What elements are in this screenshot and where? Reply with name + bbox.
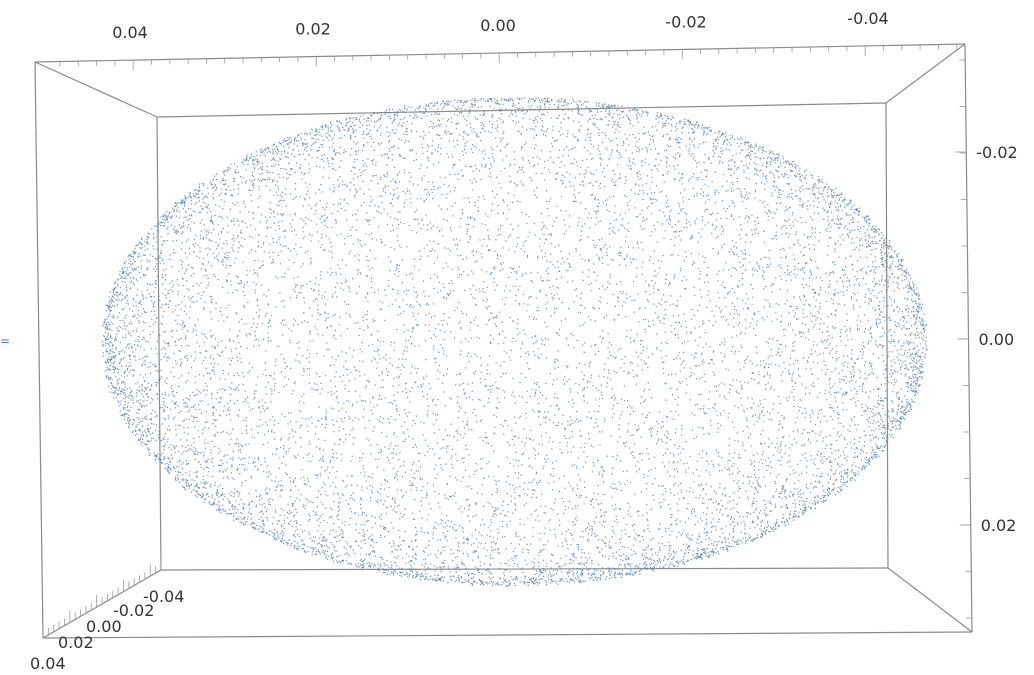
right-tick-label-2: 0.02 bbox=[981, 516, 1017, 535]
depth-tick-label-3: -0.02 bbox=[113, 601, 154, 620]
right-tick-label-1: 0.00 bbox=[979, 330, 1015, 349]
box-edge-front-left bbox=[34, 61, 44, 639]
depth-tick-label-1: 0.02 bbox=[58, 633, 94, 652]
box-edge-back-top bbox=[156, 102, 887, 118]
depth-tick-label-0: 0.04 bbox=[30, 654, 66, 673]
box-edge-front-bottom bbox=[42, 631, 973, 639]
box-edge-back-right bbox=[885, 102, 889, 569]
tick-labels: 0.04 0.02 0.00 -0.02 -0.04-0.020.000.020.040… bbox=[30, 9, 1018, 673]
box-edge-back-left bbox=[156, 116, 162, 571]
depth-tick-label-4: -0.04 bbox=[143, 587, 184, 606]
box-edge-front-right bbox=[964, 43, 973, 633]
bounding-box bbox=[34, 43, 973, 639]
top-tick-label-4: -0.04 bbox=[847, 9, 888, 28]
right-tick-label-0: -0.02 bbox=[976, 143, 1017, 162]
depth-tick-label-2: 0.00 bbox=[86, 617, 122, 636]
box-edge-front-top bbox=[34, 43, 966, 63]
axis-ticks bbox=[42, 44, 972, 638]
cell-marker: = bbox=[0, 334, 11, 348]
top-tick-label-0: 0.04 bbox=[112, 23, 148, 42]
box-edge-depth-tr bbox=[885, 43, 966, 104]
box-edge-depth-tl bbox=[34, 61, 158, 118]
box-edge-depth-br bbox=[887, 567, 973, 633]
point-cloud bbox=[101, 97, 928, 587]
box-edge-back-bottom bbox=[160, 567, 889, 571]
top-tick-label-1: 0.02 bbox=[295, 20, 331, 39]
scatter-points bbox=[101, 97, 928, 587]
top-tick-label-3: -0.02 bbox=[665, 12, 706, 31]
top-tick-label-2: 0.00 bbox=[480, 16, 516, 35]
